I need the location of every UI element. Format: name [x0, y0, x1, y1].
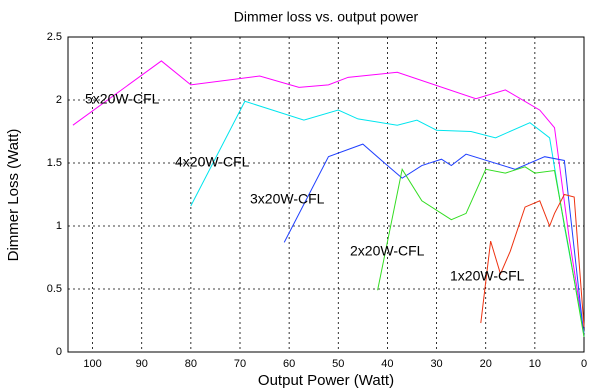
series-line [72, 60, 585, 334]
x-tick-label: 70 [234, 358, 246, 370]
plot-frame [67, 36, 585, 353]
series-label: 3x20W-CFL [250, 191, 325, 207]
series-line [480, 193, 585, 327]
series-line [190, 100, 585, 334]
y-tick-label: 1.5 [47, 157, 62, 169]
x-tick-label: 100 [83, 358, 101, 370]
x-tick-label: 80 [185, 358, 197, 370]
y-tick-label: 0 [56, 346, 62, 358]
chart-title: Dimmer loss vs. output power [234, 9, 419, 25]
series-line [377, 166, 585, 337]
series-label: 5x20W-CFL [85, 91, 160, 107]
x-tick-label: 90 [136, 358, 148, 370]
x-tick-label: 60 [283, 358, 295, 370]
series-line [283, 143, 585, 337]
x-tick-label: 50 [332, 358, 344, 370]
x-tick-label: 30 [430, 358, 442, 370]
x-axis-label: Output Power (Watt) [258, 372, 394, 389]
series-label: 4x20W-CFL [175, 154, 250, 170]
x-tick-label: 0 [581, 358, 587, 370]
y-tick-label: 0.5 [47, 283, 62, 295]
y-tick-label: 1 [56, 220, 62, 232]
series-label: 2x20W-CFL [350, 243, 425, 259]
series-label: 1x20W-CFL [450, 268, 525, 284]
y-tick-label: 2.5 [47, 31, 62, 43]
x-tick-label: 20 [480, 358, 492, 370]
x-tick-label: 40 [381, 358, 393, 370]
x-tick-label: 10 [529, 358, 541, 370]
y-axis-label: Dimmer Loss (Watt) [5, 129, 22, 262]
y-tick-label: 2 [56, 94, 62, 106]
